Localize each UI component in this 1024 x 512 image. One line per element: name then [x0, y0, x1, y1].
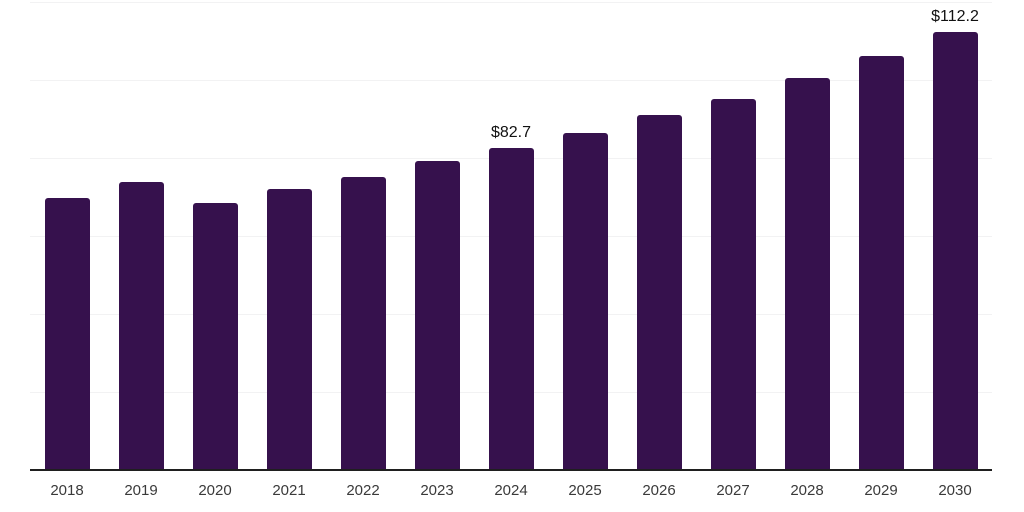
x-axis-labels: 2018 2019 2020 2021 2022 2023 2024 2025 2026 2027…: [30, 482, 992, 500]
bar-slot-2022: [326, 2, 400, 470]
bar-2030: [932, 32, 978, 470]
bar-2023: [414, 161, 460, 470]
bar-value-label-2024: $82.7: [490, 123, 532, 141]
bar-2022: [340, 176, 386, 470]
x-tick-label-2024: 2024: [494, 482, 528, 499]
x-tick-label-2030: 2030: [938, 482, 972, 499]
bar-2026: [636, 114, 682, 470]
bar-slot-2025: [548, 2, 622, 470]
bar-2024: [488, 147, 534, 470]
gridline-120: [30, 2, 992, 3]
plot-area: $82.7 $112.2: [30, 2, 992, 470]
bar-slot-2028: [770, 2, 844, 470]
bar-slot-2027: [696, 2, 770, 470]
gridline-100: [30, 80, 992, 81]
bar-slot-2019: [104, 2, 178, 470]
x-tick-label-2029: 2029: [864, 482, 898, 499]
bar-slot-2023: [400, 2, 474, 470]
bar-2027: [710, 98, 756, 470]
x-tick-label-2021: 2021: [272, 482, 306, 499]
bar-slot-2024: $82.7: [474, 2, 548, 470]
bar-2020: [192, 203, 238, 470]
bar-2021: [266, 189, 312, 470]
x-tick-label-2027: 2027: [716, 482, 750, 499]
bar-2028: [784, 78, 830, 470]
bar-2018: [44, 197, 90, 470]
x-tick-label-2025: 2025: [568, 482, 602, 499]
bar-slot-2021: [252, 2, 326, 470]
bar-2025: [562, 132, 608, 470]
bar-2019: [118, 182, 164, 470]
bar-slot-2029: [844, 2, 918, 470]
x-tick-label-2022: 2022: [346, 482, 380, 499]
x-tick-label-2028: 2028: [790, 482, 824, 499]
x-tick-label-2019: 2019: [124, 482, 158, 499]
x-tick-label-2023: 2023: [420, 482, 454, 499]
bar-slot-2026: [622, 2, 696, 470]
bar-value-label-2030: $112.2: [931, 8, 979, 26]
x-axis-line: [30, 469, 992, 471]
bar-slot-2030: $112.2: [918, 2, 992, 470]
bar-slot-2018: [30, 2, 104, 470]
x-tick-label-2018: 2018: [50, 482, 84, 499]
x-tick-label-2026: 2026: [642, 482, 676, 499]
x-tick-label-2020: 2020: [198, 482, 232, 499]
bar-2029: [858, 56, 904, 470]
bars: $82.7 $112.2: [30, 2, 992, 470]
bar-slot-2020: [178, 2, 252, 470]
